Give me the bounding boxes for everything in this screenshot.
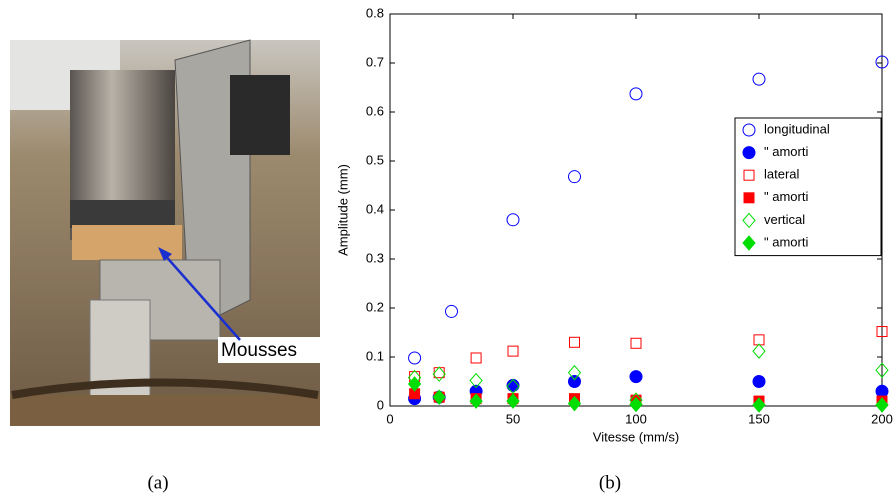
y-tick-label: 0.7 [366, 54, 384, 69]
photo: Mousses [10, 39, 320, 426]
legend-label: " amorti [764, 144, 808, 159]
point [875, 55, 889, 69]
point [432, 366, 446, 382]
point [408, 351, 422, 365]
point [752, 72, 766, 86]
point [752, 375, 766, 388]
point [752, 343, 766, 359]
caption: (b) [599, 472, 621, 493]
point [630, 337, 642, 349]
legend-marker [742, 146, 756, 160]
point [567, 364, 582, 381]
legend-label: " amorti [764, 189, 808, 204]
point [432, 389, 446, 405]
y-tick-label: 0.8 [366, 5, 384, 20]
point [506, 213, 520, 227]
point [407, 376, 422, 392]
legend-marker [742, 235, 756, 251]
x-tick-label: 200 [871, 411, 893, 426]
chart: Vitesse (mm/s) Amplitude (mm) 0 0.1 0.2 0.3… [335, 5, 892, 444]
x-tick-label: 150 [748, 411, 770, 426]
y-tick-label: 0.4 [366, 201, 384, 216]
y-tick-label: 0 [377, 397, 384, 412]
legend-label: lateral [764, 167, 800, 182]
x-tick-label: 0 [386, 411, 393, 426]
legend-box [734, 117, 882, 257]
legend-label: vertical [764, 212, 805, 227]
y-tick-label: 0.6 [366, 103, 384, 118]
legend-marker [742, 123, 756, 137]
photo-label: Mousses [221, 340, 297, 361]
point [445, 304, 458, 318]
point [629, 396, 643, 413]
legend-label: longitudinal [764, 121, 830, 136]
legend-marker [742, 212, 756, 229]
x-tick-label: 100 [625, 411, 647, 426]
point [469, 372, 483, 389]
point [569, 336, 580, 348]
point [752, 397, 766, 413]
point [469, 393, 483, 409]
legend-label: " amorti [764, 234, 808, 249]
caption: (a) [147, 472, 168, 493]
point [506, 393, 520, 409]
y-tick-label: 0.3 [366, 250, 384, 265]
point [629, 370, 643, 384]
point [470, 352, 482, 364]
point [875, 397, 889, 413]
y-axis-label: Amplitude (mm) [335, 164, 350, 256]
x-axis-label: Vitesse (mm/s) [593, 429, 679, 444]
point [568, 170, 581, 184]
y-tick-label: 0.1 [366, 348, 384, 363]
point [568, 375, 581, 388]
y-tick-label: 0.5 [366, 152, 384, 167]
point [507, 345, 519, 357]
legend-marker [743, 169, 755, 181]
point [875, 362, 889, 378]
point [567, 395, 582, 412]
point [875, 384, 889, 398]
legend-marker [743, 192, 755, 204]
point [506, 378, 520, 392]
point [876, 326, 888, 338]
x-tick-label: 50 [506, 411, 520, 426]
y-tick-label: 0.2 [366, 299, 384, 314]
point [629, 87, 643, 101]
